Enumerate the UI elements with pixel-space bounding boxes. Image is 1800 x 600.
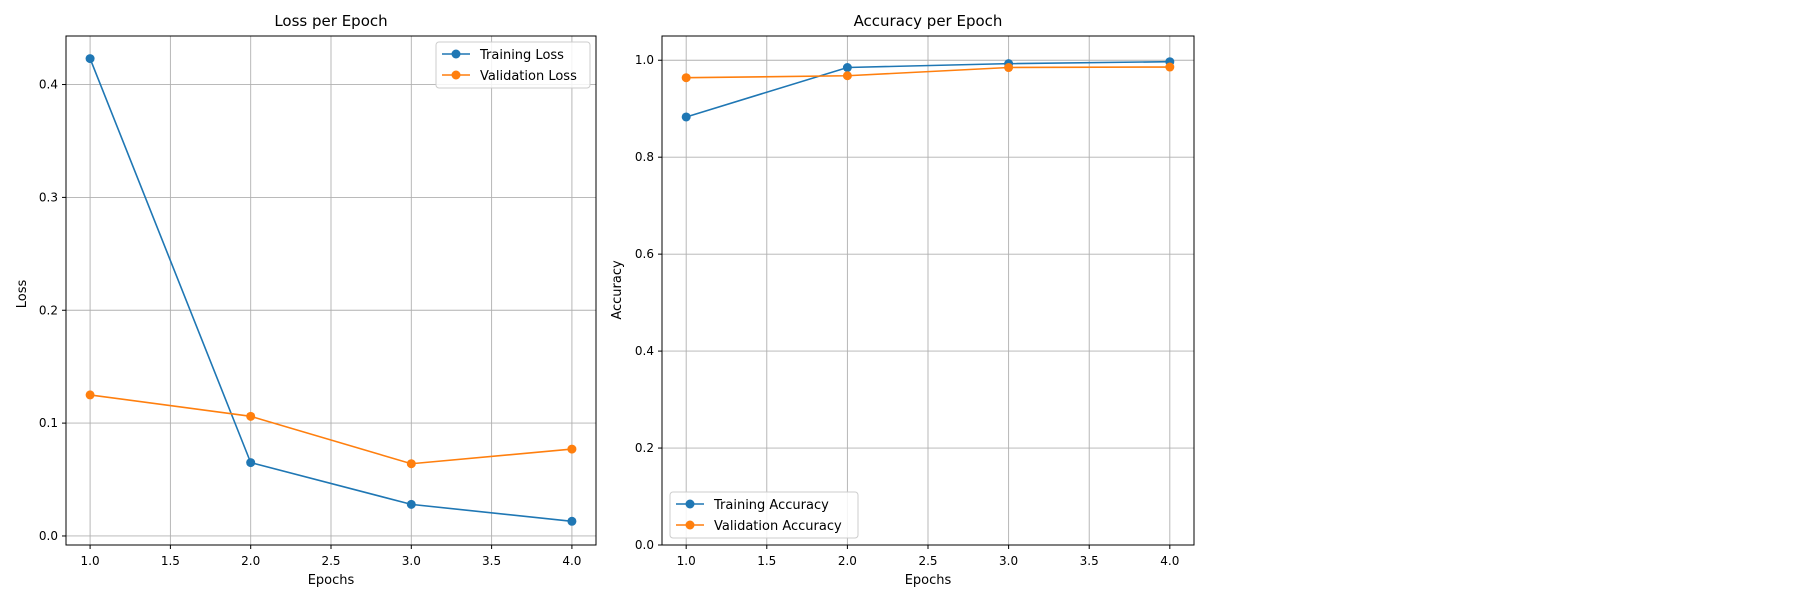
loss-series-1-point-2 bbox=[406, 459, 416, 469]
loss-series-1-point-3 bbox=[567, 444, 577, 454]
loss-chart-ylabel: Loss bbox=[15, 280, 30, 309]
accuracy-x-tick-label-0: 1.0 bbox=[677, 554, 696, 568]
accuracy-chart: Accuracy per Epoch Epochs Accuracy bbox=[610, 12, 1002, 588]
accuracy-series-1-point-2 bbox=[1004, 63, 1014, 73]
accuracy-series-0-point-1 bbox=[842, 63, 852, 73]
accuracy-y-tick-label-4: 0.8 bbox=[635, 150, 654, 164]
accuracy-x-tick-label-4: 3.0 bbox=[999, 554, 1018, 568]
accuracy-series-0-point-0 bbox=[681, 112, 691, 122]
loss-series-0-point-0 bbox=[85, 54, 95, 64]
accuracy-chart-xlabel: Epochs bbox=[905, 573, 952, 588]
accuracy-legend: Training Accuracy Validation Accuracy bbox=[669, 491, 859, 539]
accuracy-legend-box bbox=[669, 491, 859, 539]
loss-legend-label-1: Validation Loss bbox=[480, 69, 577, 84]
loss-x-tick-label-2: 2.0 bbox=[241, 554, 260, 568]
accuracy-axes-frame bbox=[661, 35, 1195, 546]
accuracy-y-tick-label-1: 0.2 bbox=[635, 441, 654, 455]
loss-x-tick-label-1: 1.5 bbox=[161, 554, 180, 568]
accuracy-y-tick-label-2: 0.4 bbox=[635, 344, 654, 358]
loss-chart-xlabel: Epochs bbox=[308, 573, 355, 588]
loss-y-tick-label-4: 0.4 bbox=[39, 78, 58, 92]
loss-legend-label-0: Training Loss bbox=[479, 48, 564, 63]
loss-series-0-point-2 bbox=[406, 499, 416, 509]
loss-y-tick-label-1: 0.1 bbox=[39, 416, 58, 430]
loss-y-tick-label-3: 0.3 bbox=[39, 190, 58, 204]
loss-x-tick-label-0: 1.0 bbox=[81, 554, 100, 568]
loss-series-1-line bbox=[89, 394, 572, 465]
accuracy-series-1-point-0 bbox=[681, 73, 691, 83]
loss-axes-frame bbox=[65, 35, 597, 546]
loss-legend-box bbox=[435, 41, 591, 89]
accuracy-x-tick-label-2: 2.0 bbox=[838, 554, 857, 568]
accuracy-series-1-point-1 bbox=[842, 71, 852, 81]
loss-x-tick-label-6: 4.0 bbox=[562, 554, 581, 568]
loss-legend-marker-0 bbox=[451, 49, 461, 59]
loss-legend: Training Loss Validation Loss bbox=[435, 41, 591, 89]
loss-chart: Loss per Epoch Epochs Loss bbox=[15, 12, 388, 588]
accuracy-legend-marker-1 bbox=[685, 520, 695, 530]
accuracy-series-0-line bbox=[685, 60, 1170, 118]
loss-chart-title: Loss per Epoch bbox=[274, 12, 387, 30]
accuracy-x-tick-label-1: 1.5 bbox=[757, 554, 776, 568]
accuracy-y-tick-label-0: 0.0 bbox=[635, 538, 654, 552]
loss-series-0-point-3 bbox=[567, 516, 577, 526]
loss-y-tick-label-2: 0.2 bbox=[39, 303, 58, 317]
accuracy-y-tick-label-5: 1.0 bbox=[635, 53, 654, 67]
loss-x-tick-label-3: 2.5 bbox=[321, 554, 340, 568]
accuracy-chart-title: Accuracy per Epoch bbox=[854, 12, 1003, 30]
loss-series-1-point-0 bbox=[85, 390, 95, 400]
loss-x-tick-label-4: 3.0 bbox=[402, 554, 421, 568]
accuracy-plot-area: 1.0 1.5 2.0 2.5 3.0 3.5 4.0 0.0 0.2 0.4 0.6 0.8 1.0 bbox=[635, 35, 1195, 568]
accuracy-x-tick-label-3: 2.5 bbox=[918, 554, 937, 568]
accuracy-x-tick-label-5: 3.5 bbox=[1080, 554, 1099, 568]
loss-x-tick-label-5: 3.5 bbox=[482, 554, 501, 568]
accuracy-y-tick-label-3: 0.6 bbox=[635, 247, 654, 261]
loss-series-0-point-1 bbox=[246, 458, 256, 468]
accuracy-series-1-point-3 bbox=[1165, 62, 1175, 72]
accuracy-chart-ylabel: Accuracy bbox=[610, 260, 625, 320]
loss-y-tick-label-0: 0.0 bbox=[39, 529, 58, 543]
accuracy-legend-label-0: Training Accuracy bbox=[713, 498, 829, 513]
accuracy-x-tick-label-6: 4.0 bbox=[1160, 554, 1179, 568]
accuracy-series-1-line bbox=[686, 66, 1170, 79]
accuracy-legend-label-1: Validation Accuracy bbox=[714, 519, 842, 534]
loss-series-0-line bbox=[89, 58, 572, 523]
loss-legend-marker-1 bbox=[451, 70, 461, 80]
loss-series-1-point-1 bbox=[246, 411, 256, 421]
accuracy-legend-marker-0 bbox=[685, 499, 695, 509]
